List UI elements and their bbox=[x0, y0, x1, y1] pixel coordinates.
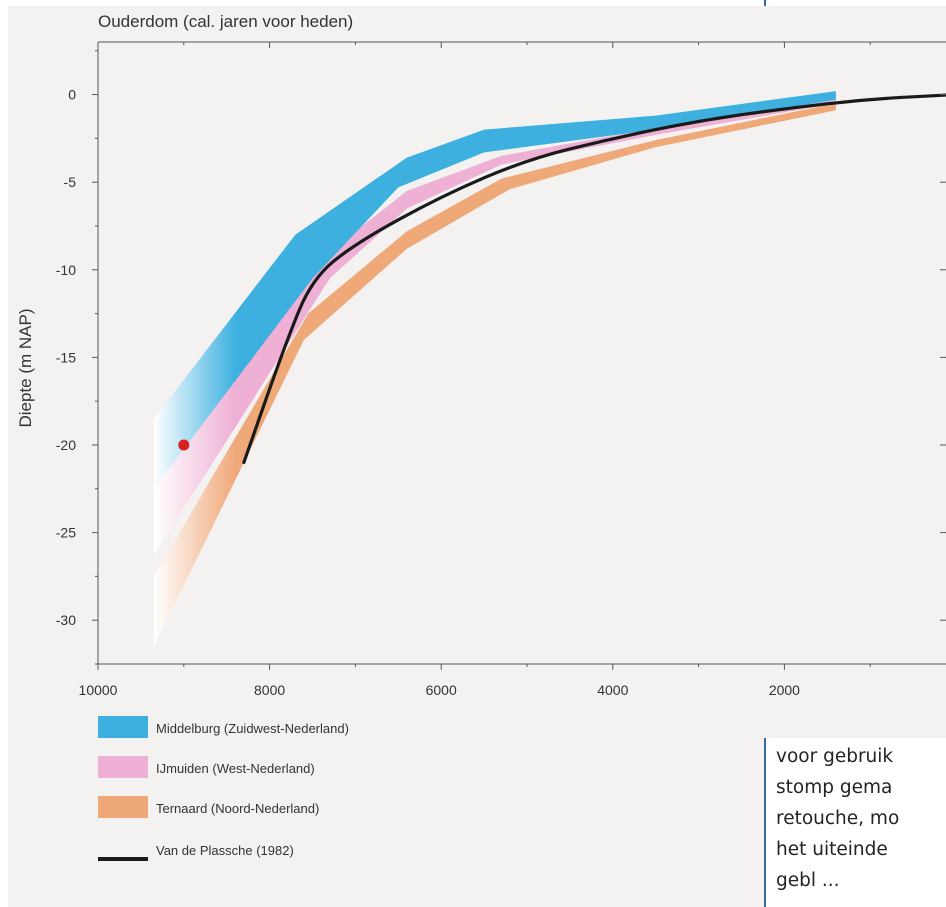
x-tick-label: 6000 bbox=[426, 682, 457, 698]
data-point bbox=[178, 439, 190, 451]
y-tick-label: -15 bbox=[56, 349, 76, 365]
chart-svg: 0-5-10-15-20-25-301000080006000400020000… bbox=[16, 12, 946, 861]
y-tick-label: -10 bbox=[56, 262, 76, 278]
x-tick-label: 10000 bbox=[79, 682, 118, 698]
y-tick-label: -20 bbox=[56, 437, 76, 453]
legend: Middelburg (Zuidwest-Nederland) IJmuiden … bbox=[98, 716, 349, 861]
y-tick-label: -25 bbox=[56, 525, 76, 541]
side-text-line: gebl ... bbox=[776, 870, 840, 891]
legend-label: Middelburg (Zuidwest-Nederland) bbox=[156, 721, 349, 736]
band-middelburg-zuidwest-nederland bbox=[153, 91, 836, 489]
y-axis-title: Diepte (m NAP) bbox=[16, 308, 35, 427]
legend-label: Ternaard (Noord-Nederland) bbox=[156, 801, 319, 816]
band-ijmuiden-west-nederland bbox=[153, 96, 836, 556]
side-text-line: voor gebruik bbox=[776, 746, 894, 767]
y-tick-label: 0 bbox=[68, 87, 76, 103]
side-text-line: het uiteinde bbox=[776, 839, 888, 860]
legend-label: Van de Plassche (1982) bbox=[156, 843, 294, 858]
side-text-column: voor gebruik stomp gema retouche, mo het… bbox=[764, 738, 946, 907]
legend-swatch-ijmuiden-west-nederland bbox=[98, 756, 148, 778]
y-tick-label: -30 bbox=[56, 612, 76, 628]
x-tick-label: 8000 bbox=[254, 682, 285, 698]
x-axis-title: Ouderdom (cal. jaren voor heden) bbox=[98, 12, 353, 31]
x-tick-label: 4000 bbox=[597, 682, 628, 698]
legend-swatch-ternaard-noord-nederland bbox=[98, 796, 148, 818]
side-text-line: stomp gema bbox=[776, 777, 893, 798]
legend-label: IJmuiden (West-Nederland) bbox=[156, 761, 315, 776]
y-tick-label: -5 bbox=[64, 174, 77, 190]
x-tick-label: 2000 bbox=[769, 682, 800, 698]
side-text-line: retouche, mo bbox=[776, 808, 900, 829]
line-van-de-plassche-1982 bbox=[242, 93, 946, 465]
legend-swatch-middelburg-zuidwest-nederland bbox=[98, 716, 148, 738]
